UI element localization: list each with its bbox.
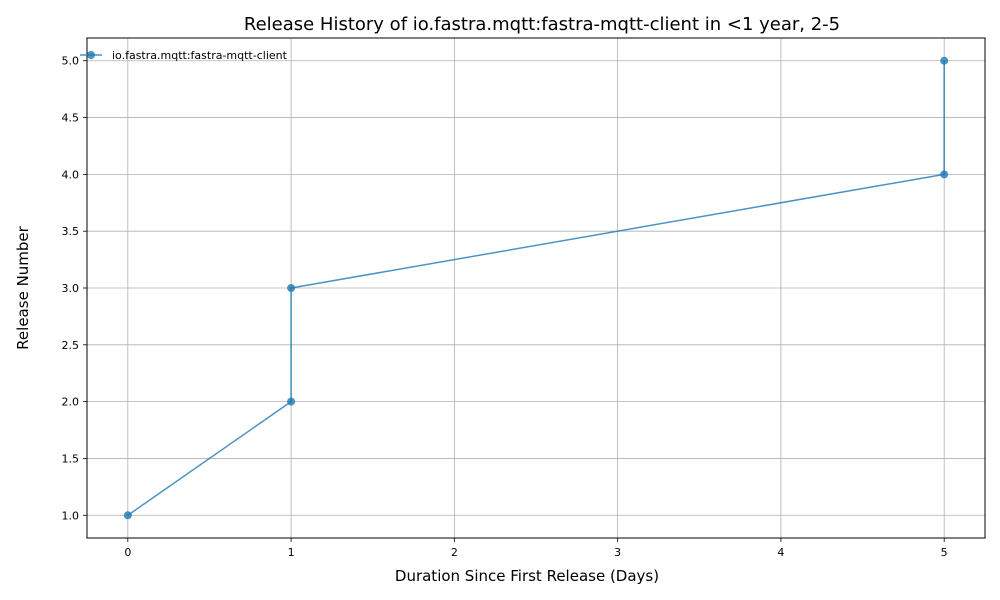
x-tick-label: 5 (941, 546, 948, 559)
x-axis-label: Duration Since First Release (Days) (395, 567, 659, 585)
y-tick-label: 1.0 (62, 509, 80, 522)
x-tick-label: 2 (451, 546, 458, 559)
y-axis-label: Release Number (14, 225, 32, 349)
x-tick-label: 1 (288, 546, 295, 559)
y-tick-label: 4.0 (62, 168, 80, 181)
x-tick-label: 4 (777, 546, 784, 559)
data-point (287, 284, 296, 292)
y-tick-label: 2.0 (62, 396, 80, 409)
y-axis-ticks: 1.0 1.5 2.0 2.5 3.0 3.5 4.0 4.5 5.0 (62, 55, 87, 522)
y-tick-label: 5.0 (62, 55, 80, 68)
data-point (940, 56, 949, 65)
y-tick-label: 3.0 (62, 282, 80, 295)
y-tick-label: 3.5 (62, 225, 80, 238)
legend-marker-swatch (87, 51, 95, 59)
legend: io.fastra.mqtt:fastra-mqtt-client (80, 49, 288, 62)
data-point (287, 397, 296, 406)
data-point (940, 170, 949, 179)
grid-lines (87, 38, 985, 538)
legend-label: io.fastra.mqtt:fastra-mqtt-client (112, 49, 288, 62)
x-tick-label: 3 (614, 546, 621, 559)
y-tick-label: 4.5 (62, 112, 80, 125)
chart-title: Release History of io.fastra.mqtt:fastra… (244, 14, 840, 35)
x-axis-ticks: 0 1 2 3 4 5 (124, 538, 948, 559)
y-tick-label: 1.5 (62, 452, 80, 465)
x-tick-label: 0 (124, 546, 131, 559)
series-layer (123, 56, 949, 520)
data-point (123, 511, 132, 520)
y-tick-label: 2.5 (62, 339, 80, 352)
